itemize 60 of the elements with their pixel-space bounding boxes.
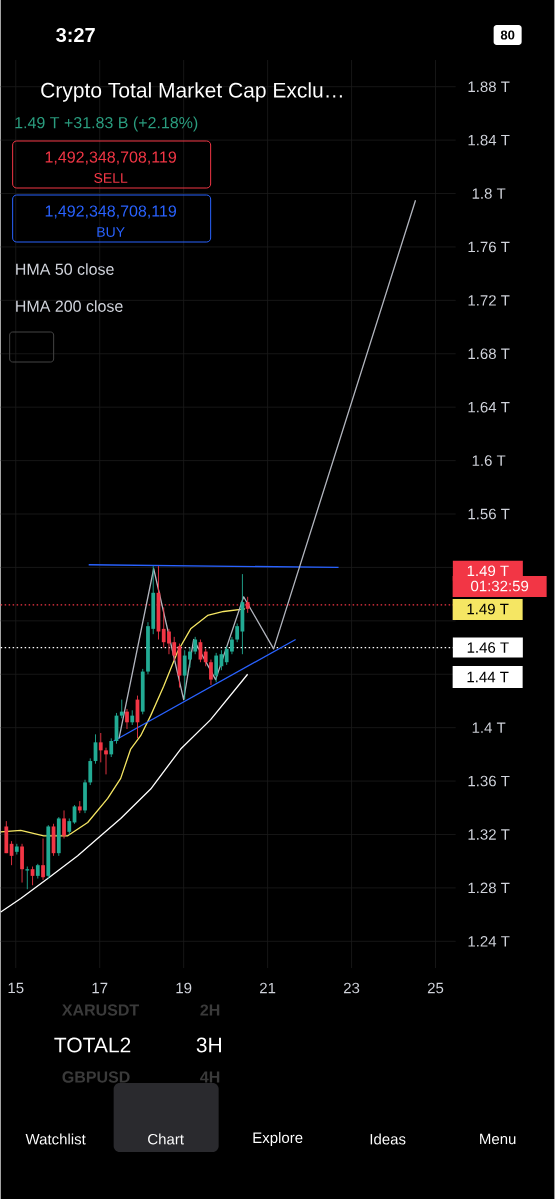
candlestick <box>120 699 124 719</box>
annotation: 1,492,348,708,119 <box>45 151 177 165</box>
y-tick-label: 1.4 T <box>472 722 506 733</box>
text: 2H <box>200 1004 220 1016</box>
annotation: BUY <box>97 227 125 237</box>
candlestick <box>235 623 240 643</box>
text: 4H <box>200 1071 220 1083</box>
candlestick <box>109 737 114 758</box>
y-tick-label: 1.6 T <box>472 455 506 466</box>
y-tick-label: 1.56 T <box>468 508 510 520</box>
annotation: SELL <box>94 173 128 183</box>
y-tick-label: 1.24 T <box>468 936 510 947</box>
text: 3:27 <box>56 27 95 43</box>
text: XARUSDT <box>62 1004 140 1016</box>
text: Ideas <box>370 1133 406 1145</box>
y-tick-label: 1.32 T <box>468 829 510 840</box>
y-tick-label: 1.72 T <box>468 295 510 306</box>
ref-line-label: 1.46 T <box>467 642 509 653</box>
x-tick-label: 25 <box>428 982 444 994</box>
ref-line-label: 1.49 T <box>467 565 509 577</box>
candlestick <box>20 843 25 883</box>
text: TOTAL2 <box>54 1037 131 1053</box>
text: 1.44 T <box>467 671 509 683</box>
text: GBPUSD <box>62 1071 130 1083</box>
candlestick <box>99 732 103 763</box>
text: Watchlist <box>25 1133 86 1145</box>
y-tick-label: 1.84 T <box>468 134 510 146</box>
candlestick <box>104 747 109 775</box>
y-tick-label: 1.64 T <box>468 401 510 413</box>
text: 1.49 T +31.83 B (+2.18%) <box>15 116 198 132</box>
text: Chart <box>148 1133 185 1145</box>
annotation: HMA 200 close <box>16 300 123 312</box>
candlestick <box>41 838 46 881</box>
candlestick <box>25 866 30 890</box>
text: 1.49 T <box>467 603 509 615</box>
candlestick <box>214 652 219 683</box>
text: Menu <box>480 1133 516 1145</box>
candlestick <box>62 809 67 839</box>
y-tick-label: 1.76 T <box>468 241 510 253</box>
y-tick-label: 1.8 T <box>472 188 506 199</box>
text: 01:32:59 <box>471 580 529 592</box>
y-tick-label: 1.28 T <box>468 882 510 894</box>
y-tick-label: 1.68 T <box>468 348 510 360</box>
text: Explore <box>253 1132 303 1146</box>
x-tick-label: 17 <box>92 982 108 994</box>
annotation: HMA 50 close <box>16 263 114 275</box>
candlestick <box>125 708 130 730</box>
x-tick-label: 21 <box>260 982 276 994</box>
annotation: 1,492,348,708,119 <box>45 205 177 219</box>
candlestick <box>209 659 213 686</box>
y-tick-label: 1.88 T <box>468 81 510 93</box>
text: Crypto Total Market Cap Exclu… <box>41 82 343 102</box>
x-tick-label: 15 <box>8 982 24 994</box>
text: 3H <box>196 1037 222 1053</box>
line-series <box>0 673 249 913</box>
x-tick-label: 19 <box>176 982 192 994</box>
candlestick <box>88 757 93 786</box>
x-tick-label: 23 <box>344 982 360 994</box>
text: 80 <box>501 30 515 40</box>
y-tick-label: 1.36 T <box>468 775 510 787</box>
